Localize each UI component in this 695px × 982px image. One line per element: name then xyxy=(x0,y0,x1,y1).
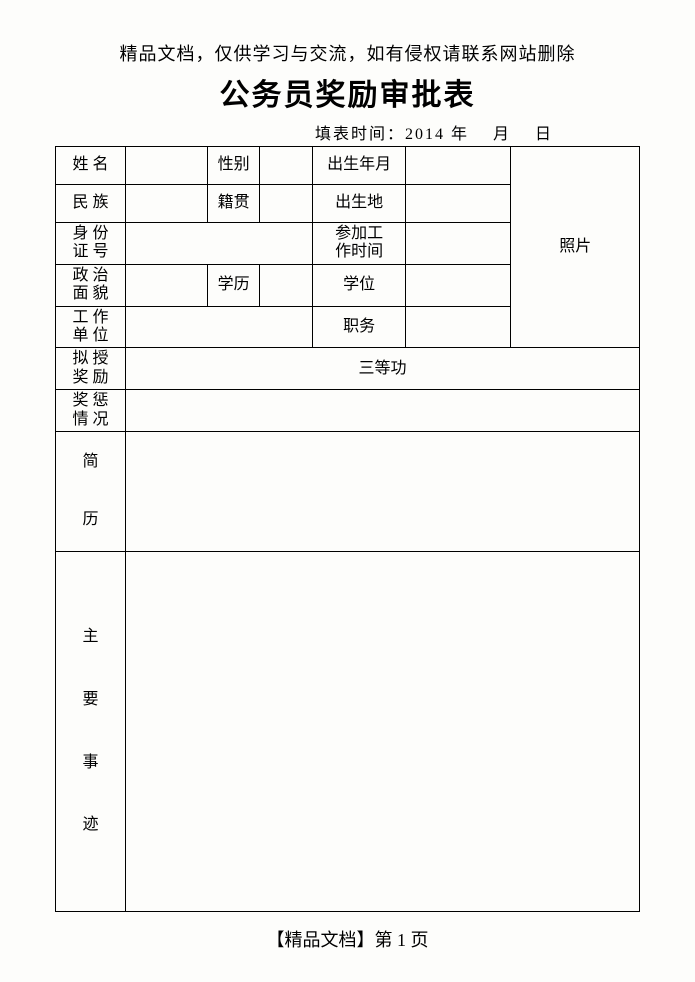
label-ah-l2: 情 况 xyxy=(73,411,109,428)
deeds-char4: 迹 xyxy=(83,816,99,834)
label-id-no: 身 份证 号 xyxy=(56,223,126,265)
deeds-char1: 主 xyxy=(83,628,99,646)
page-title: 公务员奖励审批表 xyxy=(55,70,640,114)
value-position xyxy=(406,306,511,348)
label-deeds: 主要事迹 xyxy=(56,551,126,911)
value-resume xyxy=(126,431,640,551)
label-proposed-award: 拟 授奖 励 xyxy=(56,348,126,390)
value-name xyxy=(126,147,208,185)
photo-cell: 照片 xyxy=(511,147,640,348)
label-pa-l1: 拟 授 xyxy=(73,350,109,367)
label-gender: 性别 xyxy=(207,147,260,185)
label-resume: 简历 xyxy=(56,431,126,551)
value-work-unit xyxy=(126,306,313,348)
label-wt-l2: 作时间 xyxy=(335,243,383,260)
label-id-l2: 证 号 xyxy=(73,243,109,260)
label-native-place: 籍贯 xyxy=(207,185,260,223)
value-proposed-award: 三等功 xyxy=(126,348,640,390)
label-pol-l2: 面 貌 xyxy=(73,285,109,302)
label-work-unit: 工 作单 位 xyxy=(56,306,126,348)
table-row: 简历 xyxy=(56,431,640,551)
value-ethnicity xyxy=(126,185,208,223)
fill-time: 填表时间：2014 年 月 日 xyxy=(315,120,640,144)
label-pol-l1: 政 治 xyxy=(73,267,109,284)
label-work-time: 参加工作时间 xyxy=(312,223,405,265)
table-row: 拟 授奖 励 三等功 xyxy=(56,348,640,390)
table-row: 奖 惩情 况 xyxy=(56,390,640,432)
label-education: 学历 xyxy=(207,264,260,306)
label-wu-l1: 工 作 xyxy=(73,309,109,326)
label-id-l1: 身 份 xyxy=(73,225,109,242)
resume-char2: 历 xyxy=(83,511,99,529)
page-footer: 【精品文档】第 1 页 xyxy=(0,926,695,952)
label-position: 职务 xyxy=(312,306,405,348)
label-degree: 学位 xyxy=(312,264,405,306)
value-gender xyxy=(260,147,313,185)
label-name: 姓 名 xyxy=(56,147,126,185)
deeds-char2: 要 xyxy=(83,691,99,709)
value-birth-ym xyxy=(406,147,511,185)
value-award-history xyxy=(126,390,640,432)
label-ethnicity: 民 族 xyxy=(56,185,126,223)
deeds-char3: 事 xyxy=(83,754,99,772)
label-birth-ym: 出生年月 xyxy=(312,147,405,185)
label-pa-l2: 奖 励 xyxy=(73,369,109,386)
value-deeds xyxy=(126,551,640,911)
table-row: 姓 名 性别 出生年月 照片 xyxy=(56,147,640,185)
label-wt-l1: 参加工 xyxy=(335,225,383,242)
approval-form-table: 姓 名 性别 出生年月 照片 民 族 籍贯 出生地 身 份证 号 参加工作时间 … xyxy=(55,146,640,912)
value-political xyxy=(126,264,208,306)
resume-char1: 简 xyxy=(83,453,99,471)
value-degree xyxy=(406,264,511,306)
fill-time-day: 日 xyxy=(535,126,553,143)
label-birth-place: 出生地 xyxy=(312,185,405,223)
fill-time-year: 填表时间：2014 年 xyxy=(315,126,469,143)
fill-time-month: 月 xyxy=(493,126,511,143)
value-birth-place xyxy=(406,185,511,223)
label-wu-l2: 单 位 xyxy=(73,327,109,344)
table-row: 主要事迹 xyxy=(56,551,640,911)
value-id-no xyxy=(126,223,313,265)
value-native-place xyxy=(260,185,313,223)
label-political: 政 治面 貌 xyxy=(56,264,126,306)
value-work-time xyxy=(406,223,511,265)
header-note: 精品文档，仅供学习与交流，如有侵权请联系网站删除 xyxy=(55,40,640,66)
value-education xyxy=(260,264,313,306)
label-award-history: 奖 惩情 况 xyxy=(56,390,126,432)
label-ah-l1: 奖 惩 xyxy=(73,392,109,409)
